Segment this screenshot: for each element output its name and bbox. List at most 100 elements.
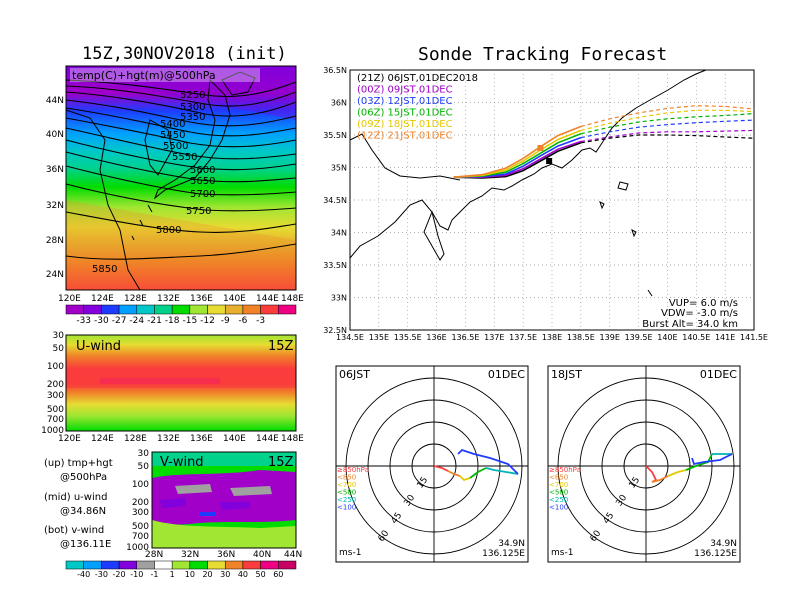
tick-label: 140E [223,434,246,444]
colorbar-label: -12 [200,316,215,326]
tick-label: 28N [46,236,64,246]
legend-entry: (06Z) 15JST,01DEC [357,108,453,119]
hodo-trace [457,448,519,475]
tick-label: 100 [132,480,149,490]
colorbar-swatch [101,560,120,570]
contour-label: 5800 [156,225,181,236]
tick-label: 33.5N [323,261,347,270]
contour-label: 5250 [180,90,205,101]
tick-label: 137E [484,333,504,342]
colorbar-label: -33 [76,316,91,326]
vwind-p-ticks: 30 50 100 200 300 500 700 1000 [126,449,149,553]
tick-label: 30 [138,449,150,459]
tick-label: 144E [256,434,279,444]
colorbar-swatch [242,304,261,315]
track-line-dashed [580,105,755,128]
colorbar-swatch [136,304,155,315]
hodo-frame [335,365,529,563]
track-line-dashed [580,109,755,131]
tick-label: 34.5N [323,196,347,205]
colorbar-swatch [189,560,208,570]
hodo-trace [685,453,713,471]
tick-label: 148E [281,294,304,304]
colorbar-swatch [154,560,173,570]
map500-lat-ticks: 44N 40N 36N 32N 28N 24N [46,96,64,280]
colorbar-label: -27 [112,316,127,326]
tick-label: 100 [47,362,64,372]
hodo-legend-entry: <500 [337,489,356,497]
tick-label: 36N [46,165,64,175]
colorbar-swatch [83,560,102,570]
colorbar-swatch [136,560,155,570]
legend-entry: (00Z) 09JST,01DEC [357,85,453,96]
map500-lon-ticks: 120E 124E 128E 132E 136E 140E 144E 148E [58,294,304,304]
track-line-dashed [580,113,755,135]
tick-label: 1000 [126,543,149,553]
uwind-panel: U-wind 15Z [65,334,297,432]
tick-label: 140E [657,333,677,342]
contour-label: 5650 [190,176,215,187]
tick-label: 30 [53,331,65,341]
hodo-frame [547,365,741,563]
hodo-trace [667,469,687,477]
left-title: 15Z,30NOV2018 (init) [82,44,287,64]
tick-label: 50 [53,344,65,354]
hodo-legend-entry: ≥850hPa [549,466,581,474]
colorbar-swatch [118,560,138,570]
colorbar-swatch [118,304,138,315]
contour-label: 5700 [190,189,215,200]
hodo-lat: 34.9N [710,539,737,549]
tick-label: 136E [190,434,213,444]
vdw-text: VDW= -3.0 m/s [661,308,738,319]
tick-label: 128E [124,434,147,444]
colorbar-label: -15 [182,316,197,326]
note-text: (bot) v-wind [44,525,104,536]
colorbar-swatch [83,304,102,315]
colorbar-label: 60 [273,570,283,579]
colorbar-label: 10 [185,570,195,579]
hodo-unit: ms-1 [551,548,573,558]
colorbar-label: -20 [113,570,126,579]
vwind-colorbar: -40 -30 -20 -10 -1 1 10 20 30 40 50 60 [65,560,297,579]
colorbar-label: -10 [130,570,143,579]
tick-label: 132E [157,294,180,304]
legend-entry: (21Z) 06JST,01DEC2018 [357,73,478,84]
hodo-time: 06JST [339,368,370,381]
hodo-trace [447,470,461,477]
tick-label: 32N [181,550,199,560]
tick-label: 36N [217,550,235,560]
right-title: Sonde Tracking Forecast [418,44,668,65]
colorbar-swatch [207,560,226,570]
panel-notes: (up) tmp+hgt @500hPa (mid) u-wind @34.86… [44,458,113,550]
tick-label: 32N [46,201,64,211]
track-line-dashed [580,134,755,144]
tick-label: 144E [256,294,279,304]
hodo-legend-entry: <700 [549,481,568,489]
hodo-legend-entry: <700 [337,481,356,489]
colorbar-label: 40 [238,570,248,579]
colorbar-label: -3 [256,316,265,326]
hodo-trace [651,475,669,483]
colorbar-label: -9 [221,316,230,326]
tick-label: 139E [600,333,620,342]
hodo-lon: 136.125E [482,549,525,559]
hodo-legend-entry: <850 [549,474,568,482]
note-text: @136.11E [60,539,111,550]
tick-label: 135E [369,333,389,342]
map500-colorbar: -33 -30 -27 -24 -21 -18 -15 -12 -9 -6 -3 [65,304,297,326]
burst-marker [537,145,544,151]
vwind-panel: V-wind 15Z [151,451,297,549]
tick-label: 700 [47,415,64,425]
legend-entry: (12Z) 21JST,01DEC [357,131,453,142]
vwind-label: V-wind [160,455,204,470]
tick-label: 44N [284,550,302,560]
tick-label: 136.5E [451,333,479,342]
colorbar-label: -40 [77,570,90,579]
colorbar-swatch [189,304,208,315]
tick-label: 124E [91,294,114,304]
tick-label: 500 [47,405,64,415]
tick-label: 148E [281,434,304,444]
hodo-legend-entry: <500 [549,489,568,497]
colorbar-label: -18 [165,316,180,326]
